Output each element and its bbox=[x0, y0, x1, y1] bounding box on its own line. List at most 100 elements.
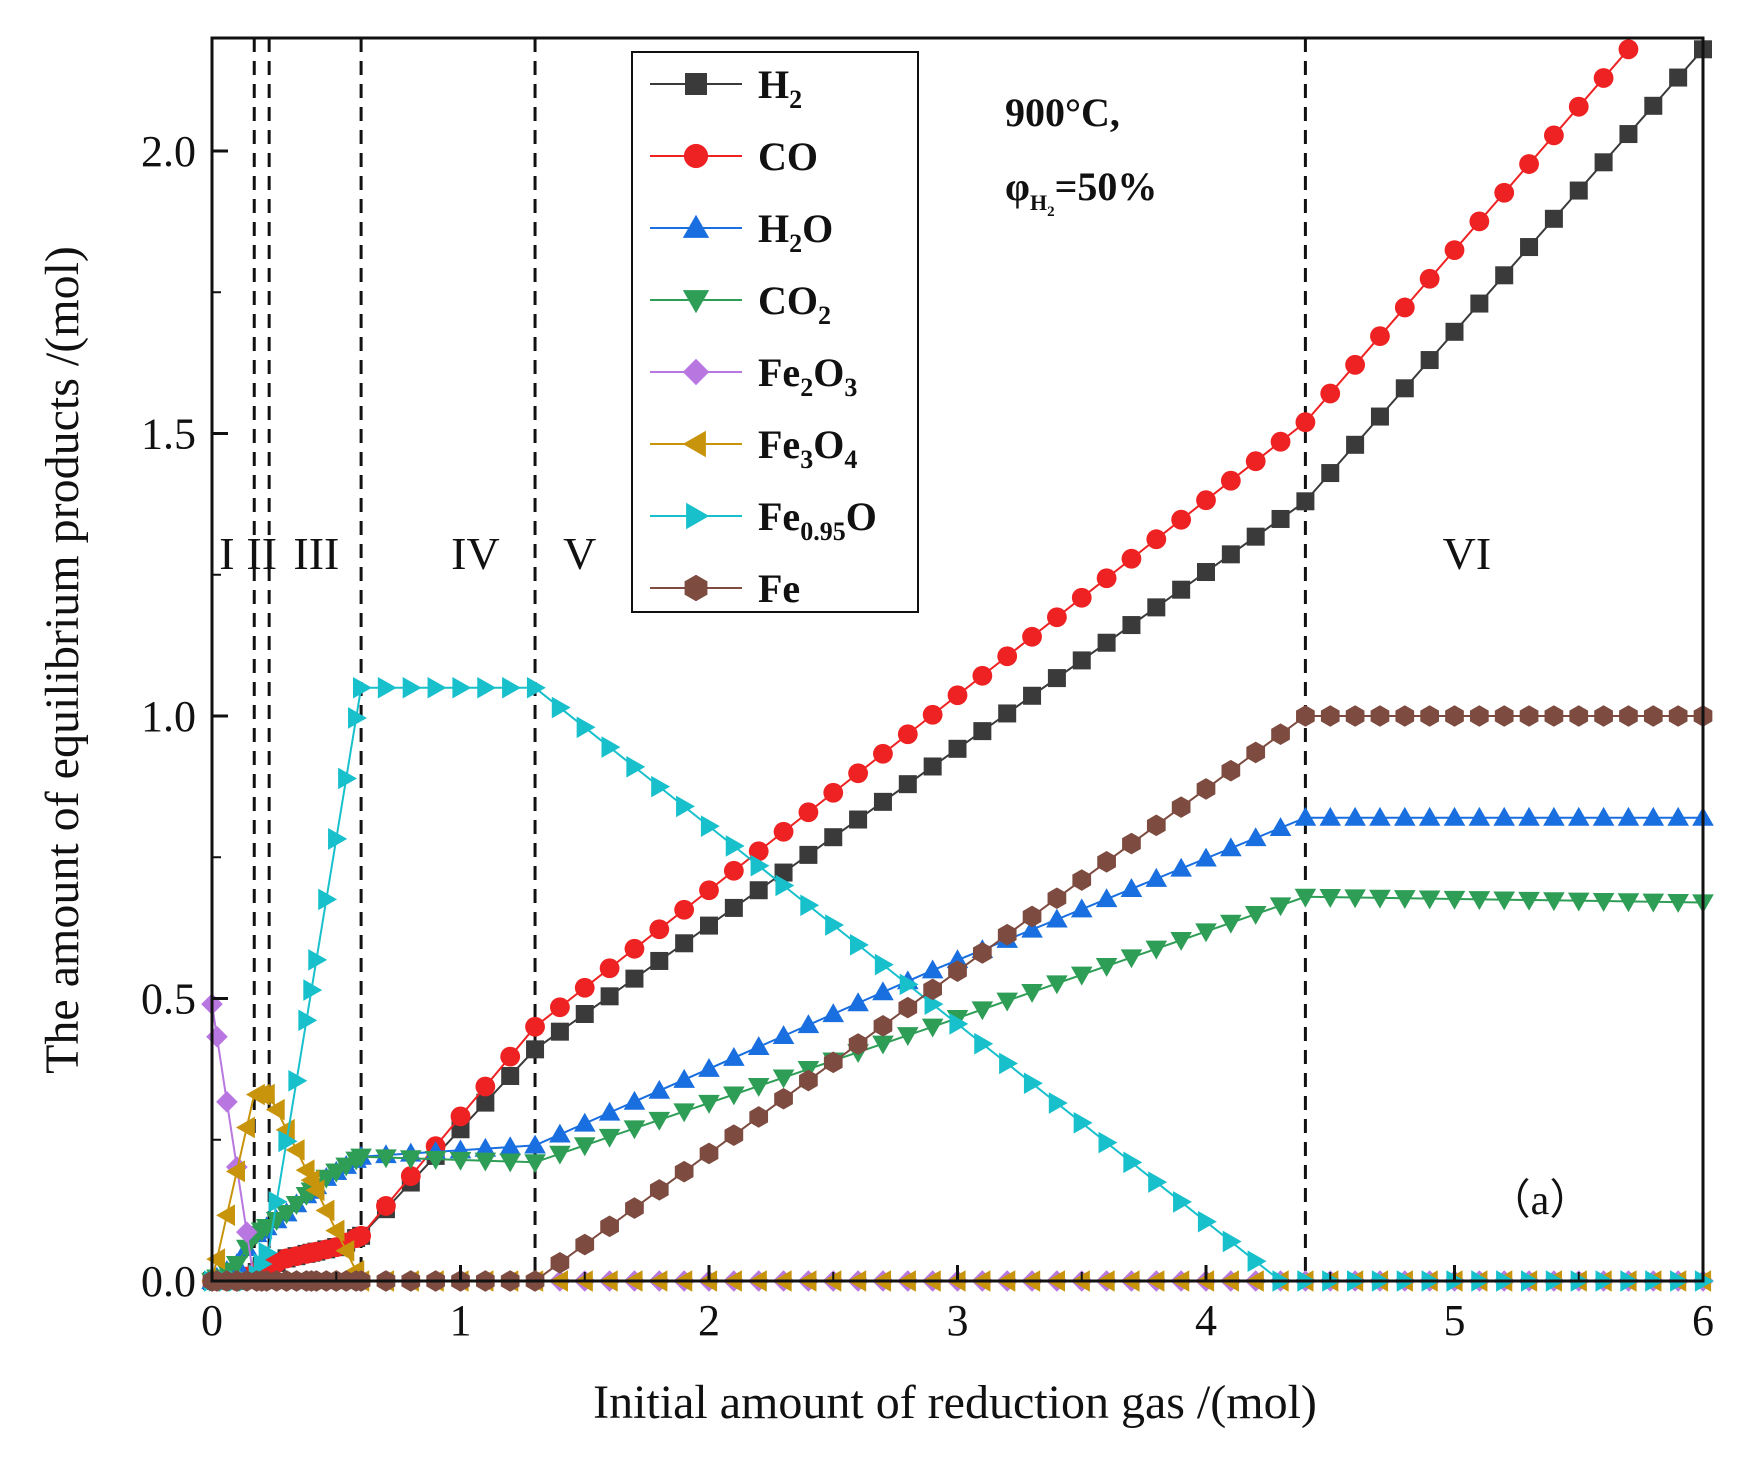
data-point bbox=[623, 1090, 646, 1110]
x-tick-label: 6 bbox=[1692, 1296, 1714, 1345]
data-point bbox=[998, 704, 1017, 723]
data-point bbox=[1370, 705, 1390, 727]
data-point bbox=[1544, 705, 1564, 727]
data-point bbox=[1593, 68, 1614, 88]
x-tick-label: 2 bbox=[698, 1296, 720, 1345]
data-point bbox=[971, 1001, 994, 1021]
data-point bbox=[258, 1241, 278, 1264]
data-point bbox=[501, 1066, 520, 1085]
region-label: V bbox=[563, 528, 596, 579]
legend-subscript: 2 bbox=[818, 301, 831, 330]
data-point bbox=[550, 1251, 570, 1274]
data-point bbox=[725, 835, 745, 857]
data-point bbox=[872, 981, 894, 1001]
legend-subscript: 2 bbox=[800, 373, 813, 402]
data-point bbox=[1197, 563, 1215, 582]
data-point bbox=[822, 1003, 845, 1023]
data-point bbox=[1543, 806, 1565, 826]
data-point bbox=[1220, 914, 1242, 934]
legend-label: Fe3O4 bbox=[758, 422, 857, 474]
phi-symbol: φ bbox=[1005, 164, 1030, 209]
condition-annotation: 900°C, φH2=50% bbox=[1005, 90, 1157, 220]
data-point bbox=[750, 854, 770, 877]
data-point bbox=[1569, 181, 1588, 200]
data-point bbox=[574, 977, 595, 998]
data-point bbox=[849, 810, 868, 829]
data-point bbox=[775, 874, 795, 897]
data-point bbox=[747, 1077, 770, 1097]
data-point bbox=[377, 676, 397, 699]
data-point bbox=[1294, 806, 1317, 826]
data-point bbox=[1493, 891, 1515, 911]
data-point bbox=[348, 707, 367, 729]
data-point bbox=[1345, 354, 1365, 375]
data-point bbox=[1072, 651, 1091, 670]
data-point bbox=[452, 676, 472, 699]
data-point bbox=[1270, 431, 1291, 452]
data-point bbox=[1147, 598, 1166, 617]
data-point bbox=[226, 1255, 248, 1275]
data-point bbox=[1295, 412, 1316, 433]
legend-text: Fe bbox=[758, 350, 800, 395]
x-tick-label: 0 bbox=[201, 1296, 223, 1345]
legend-label: Fe0.95O bbox=[758, 494, 877, 546]
data-point bbox=[1197, 1210, 1217, 1233]
data-point bbox=[285, 1139, 305, 1161]
data-point bbox=[599, 958, 620, 979]
data-point bbox=[1617, 806, 1640, 826]
data-point bbox=[799, 845, 818, 864]
legend-subscript: 2 bbox=[789, 85, 802, 114]
data-point bbox=[305, 1179, 325, 1202]
data-point bbox=[499, 1153, 521, 1173]
data-point bbox=[1369, 806, 1391, 826]
data-point bbox=[1344, 889, 1366, 909]
data-point bbox=[315, 1199, 335, 1222]
data-point bbox=[1095, 958, 1118, 977]
data-point bbox=[724, 898, 743, 917]
data-point bbox=[265, 1212, 288, 1231]
legend-subscript: 0.95 bbox=[800, 517, 846, 546]
data-point bbox=[999, 1052, 1018, 1075]
data-point bbox=[573, 1112, 596, 1132]
data-point bbox=[1022, 905, 1042, 928]
data-point bbox=[235, 1116, 255, 1139]
data-point bbox=[303, 979, 323, 1001]
y-tick-label: 1.0 bbox=[141, 692, 196, 741]
data-point bbox=[550, 997, 570, 1018]
data-point bbox=[1047, 607, 1067, 628]
data-point bbox=[997, 646, 1018, 667]
legend-entry: CO2 bbox=[650, 278, 831, 330]
legend-subscript: 3 bbox=[844, 373, 857, 402]
data-point bbox=[235, 1239, 258, 1259]
data-point bbox=[921, 959, 944, 979]
data-point bbox=[1667, 893, 1689, 913]
data-point bbox=[1096, 568, 1117, 589]
legend-label: Fe2O3 bbox=[758, 350, 857, 402]
x-tick-label: 1 bbox=[450, 1296, 472, 1345]
region-label: VI bbox=[1443, 528, 1492, 579]
data-point bbox=[1544, 209, 1563, 228]
data-point bbox=[449, 1151, 472, 1171]
data-point bbox=[673, 1068, 695, 1088]
data-point bbox=[676, 795, 695, 818]
legend-text: Fe bbox=[758, 422, 800, 467]
data-point bbox=[1271, 723, 1290, 746]
data-point bbox=[1195, 923, 1217, 943]
legend-label: CO bbox=[758, 134, 818, 179]
data-point bbox=[749, 881, 768, 900]
data-point bbox=[973, 722, 992, 741]
data-point bbox=[325, 1219, 345, 1242]
data-point bbox=[1120, 878, 1143, 897]
legend-subscript: 4 bbox=[844, 445, 857, 474]
legend-entry: H2 bbox=[650, 62, 802, 114]
data-point bbox=[974, 1032, 994, 1055]
data-point bbox=[1395, 705, 1415, 727]
data-point bbox=[549, 1145, 571, 1165]
data-point bbox=[1146, 529, 1167, 550]
legend-marker bbox=[685, 73, 707, 95]
data-point bbox=[375, 1149, 397, 1169]
legend-text: CO bbox=[758, 278, 818, 323]
data-point bbox=[823, 782, 844, 803]
legend-entry: Fe2O3 bbox=[650, 350, 857, 402]
legend-entry: Fe3O4 bbox=[650, 422, 857, 474]
